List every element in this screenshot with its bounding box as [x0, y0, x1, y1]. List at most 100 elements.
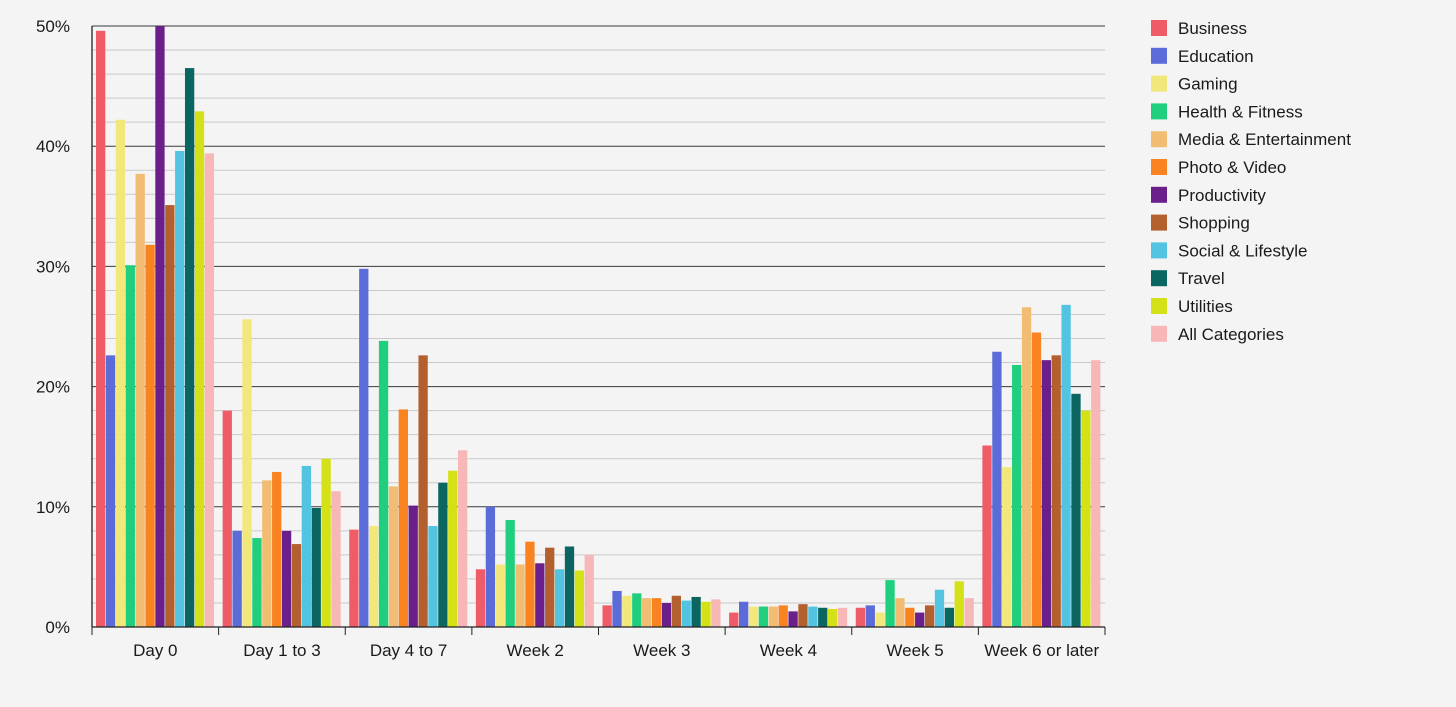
bar [788, 611, 798, 627]
bar [1091, 360, 1101, 627]
bar [837, 607, 848, 627]
bar [1051, 355, 1061, 627]
bar [661, 602, 672, 627]
legend-swatch [1151, 131, 1167, 148]
legend-swatch [1151, 270, 1167, 287]
bar [194, 111, 205, 628]
legend-label: Media & Entertainment [1178, 130, 1351, 149]
bar [262, 480, 272, 627]
y-tick-label: 0% [45, 618, 70, 637]
bar [748, 606, 759, 627]
y-tick-label: 20% [36, 378, 70, 397]
legend-swatch [1151, 242, 1167, 259]
bar [184, 68, 195, 627]
bar [1041, 360, 1051, 627]
x-tick-label: Week 3 [633, 641, 690, 660]
legend-swatch [1151, 325, 1167, 342]
bar [711, 599, 721, 627]
bar [602, 605, 612, 627]
bar [505, 520, 515, 627]
x-tick-label: Week 5 [886, 641, 943, 660]
bar [232, 530, 242, 627]
legend-swatch [1151, 20, 1167, 36]
bar [622, 595, 632, 627]
bar [1002, 467, 1012, 627]
bar [165, 205, 175, 627]
gridlines [92, 25, 1105, 604]
bar [691, 596, 701, 627]
bar [992, 351, 1002, 627]
bar [1012, 364, 1022, 627]
bar [242, 319, 252, 627]
legend-label: Shopping [1178, 214, 1250, 233]
legend-swatch [1151, 159, 1167, 175]
bar [729, 612, 739, 627]
bar [125, 265, 135, 627]
legend-label: Education [1178, 47, 1254, 66]
bar [855, 607, 866, 627]
bar [525, 541, 535, 627]
bar [115, 119, 126, 627]
x-tick-label: Week 6 or later [984, 641, 1099, 660]
bar [671, 595, 681, 627]
legend-swatch [1151, 103, 1167, 120]
legend-swatch [1151, 186, 1167, 203]
bar [739, 601, 749, 627]
x-axis: Day 0 Day 1 to 3 Day 4 to 7 Week 2 Week 3 Wee… [91, 626, 1106, 660]
x-tick-label: Day 4 to 7 [370, 641, 448, 660]
bar [681, 600, 691, 627]
y-tick-label: 10% [36, 498, 70, 517]
bar [778, 605, 788, 627]
bar [378, 340, 389, 627]
bar [1081, 410, 1091, 627]
bar [758, 606, 769, 627]
bar [1061, 304, 1071, 627]
bar [954, 581, 964, 627]
legend-label: Photo & Video [1178, 158, 1286, 177]
bar [545, 547, 555, 627]
bar [175, 151, 185, 627]
legend-label: Travel [1178, 269, 1225, 288]
bar [701, 601, 711, 627]
x-tick-label: Week 4 [760, 641, 817, 660]
bar [612, 590, 622, 627]
bars [96, 26, 1101, 628]
legend-swatch [1151, 298, 1167, 314]
legend-label: Health & Fitness [1178, 102, 1303, 121]
bar [418, 355, 428, 627]
legend-swatch [1151, 75, 1167, 92]
bar [642, 598, 652, 627]
bar [564, 546, 575, 627]
legend-label: Utilities [1178, 297, 1233, 316]
bar [272, 471, 282, 627]
y-axis: 0% 10% 20% 30% 40% 50% [36, 17, 93, 637]
bar [291, 544, 302, 627]
bar [448, 470, 458, 627]
bar [204, 153, 215, 627]
bar [155, 26, 165, 627]
bar [135, 173, 145, 627]
legend-swatch [1151, 214, 1167, 231]
bar [398, 409, 408, 627]
bar [554, 569, 565, 627]
bar [1031, 332, 1042, 627]
bar [768, 606, 778, 627]
bar [252, 538, 262, 627]
bar [485, 506, 496, 627]
bar [798, 604, 808, 627]
bar [281, 530, 292, 627]
bar [982, 445, 992, 627]
bar [875, 612, 885, 627]
bar [457, 450, 468, 627]
bar [885, 580, 895, 627]
bar [1021, 307, 1032, 627]
legend-label: Business [1178, 19, 1247, 38]
bar [584, 554, 594, 627]
bar [915, 612, 925, 627]
bar [321, 458, 331, 627]
bar [827, 608, 838, 627]
bar [331, 491, 341, 627]
y-tick-label: 30% [36, 257, 70, 276]
bar [428, 526, 438, 627]
